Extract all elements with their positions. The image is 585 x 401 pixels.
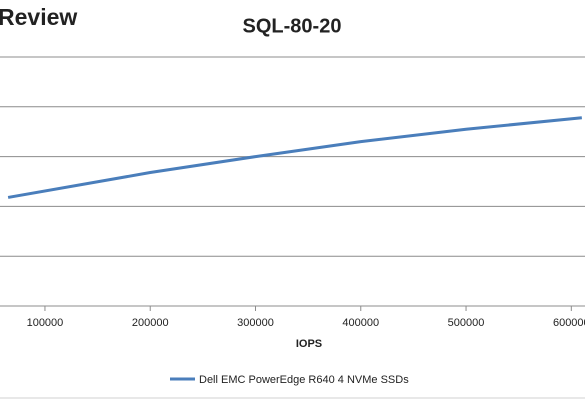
x-axis-title: IOPS bbox=[296, 338, 322, 350]
chart-title: SQL-80-20 bbox=[243, 15, 342, 37]
legend-label: Dell EMC PowerEdge R640 4 NVMe SSDs bbox=[199, 374, 409, 386]
brand-logo: Review bbox=[0, 4, 77, 30]
x-tick-label: 600000 bbox=[553, 317, 585, 329]
x-tick-label: 300000 bbox=[237, 317, 274, 329]
x-tick-label: 500000 bbox=[448, 317, 485, 329]
x-tick-label: 100000 bbox=[27, 317, 64, 329]
x-tick-label: 200000 bbox=[132, 317, 169, 329]
data-line bbox=[7, 116, 582, 199]
x-tick-label: 400000 bbox=[342, 317, 379, 329]
